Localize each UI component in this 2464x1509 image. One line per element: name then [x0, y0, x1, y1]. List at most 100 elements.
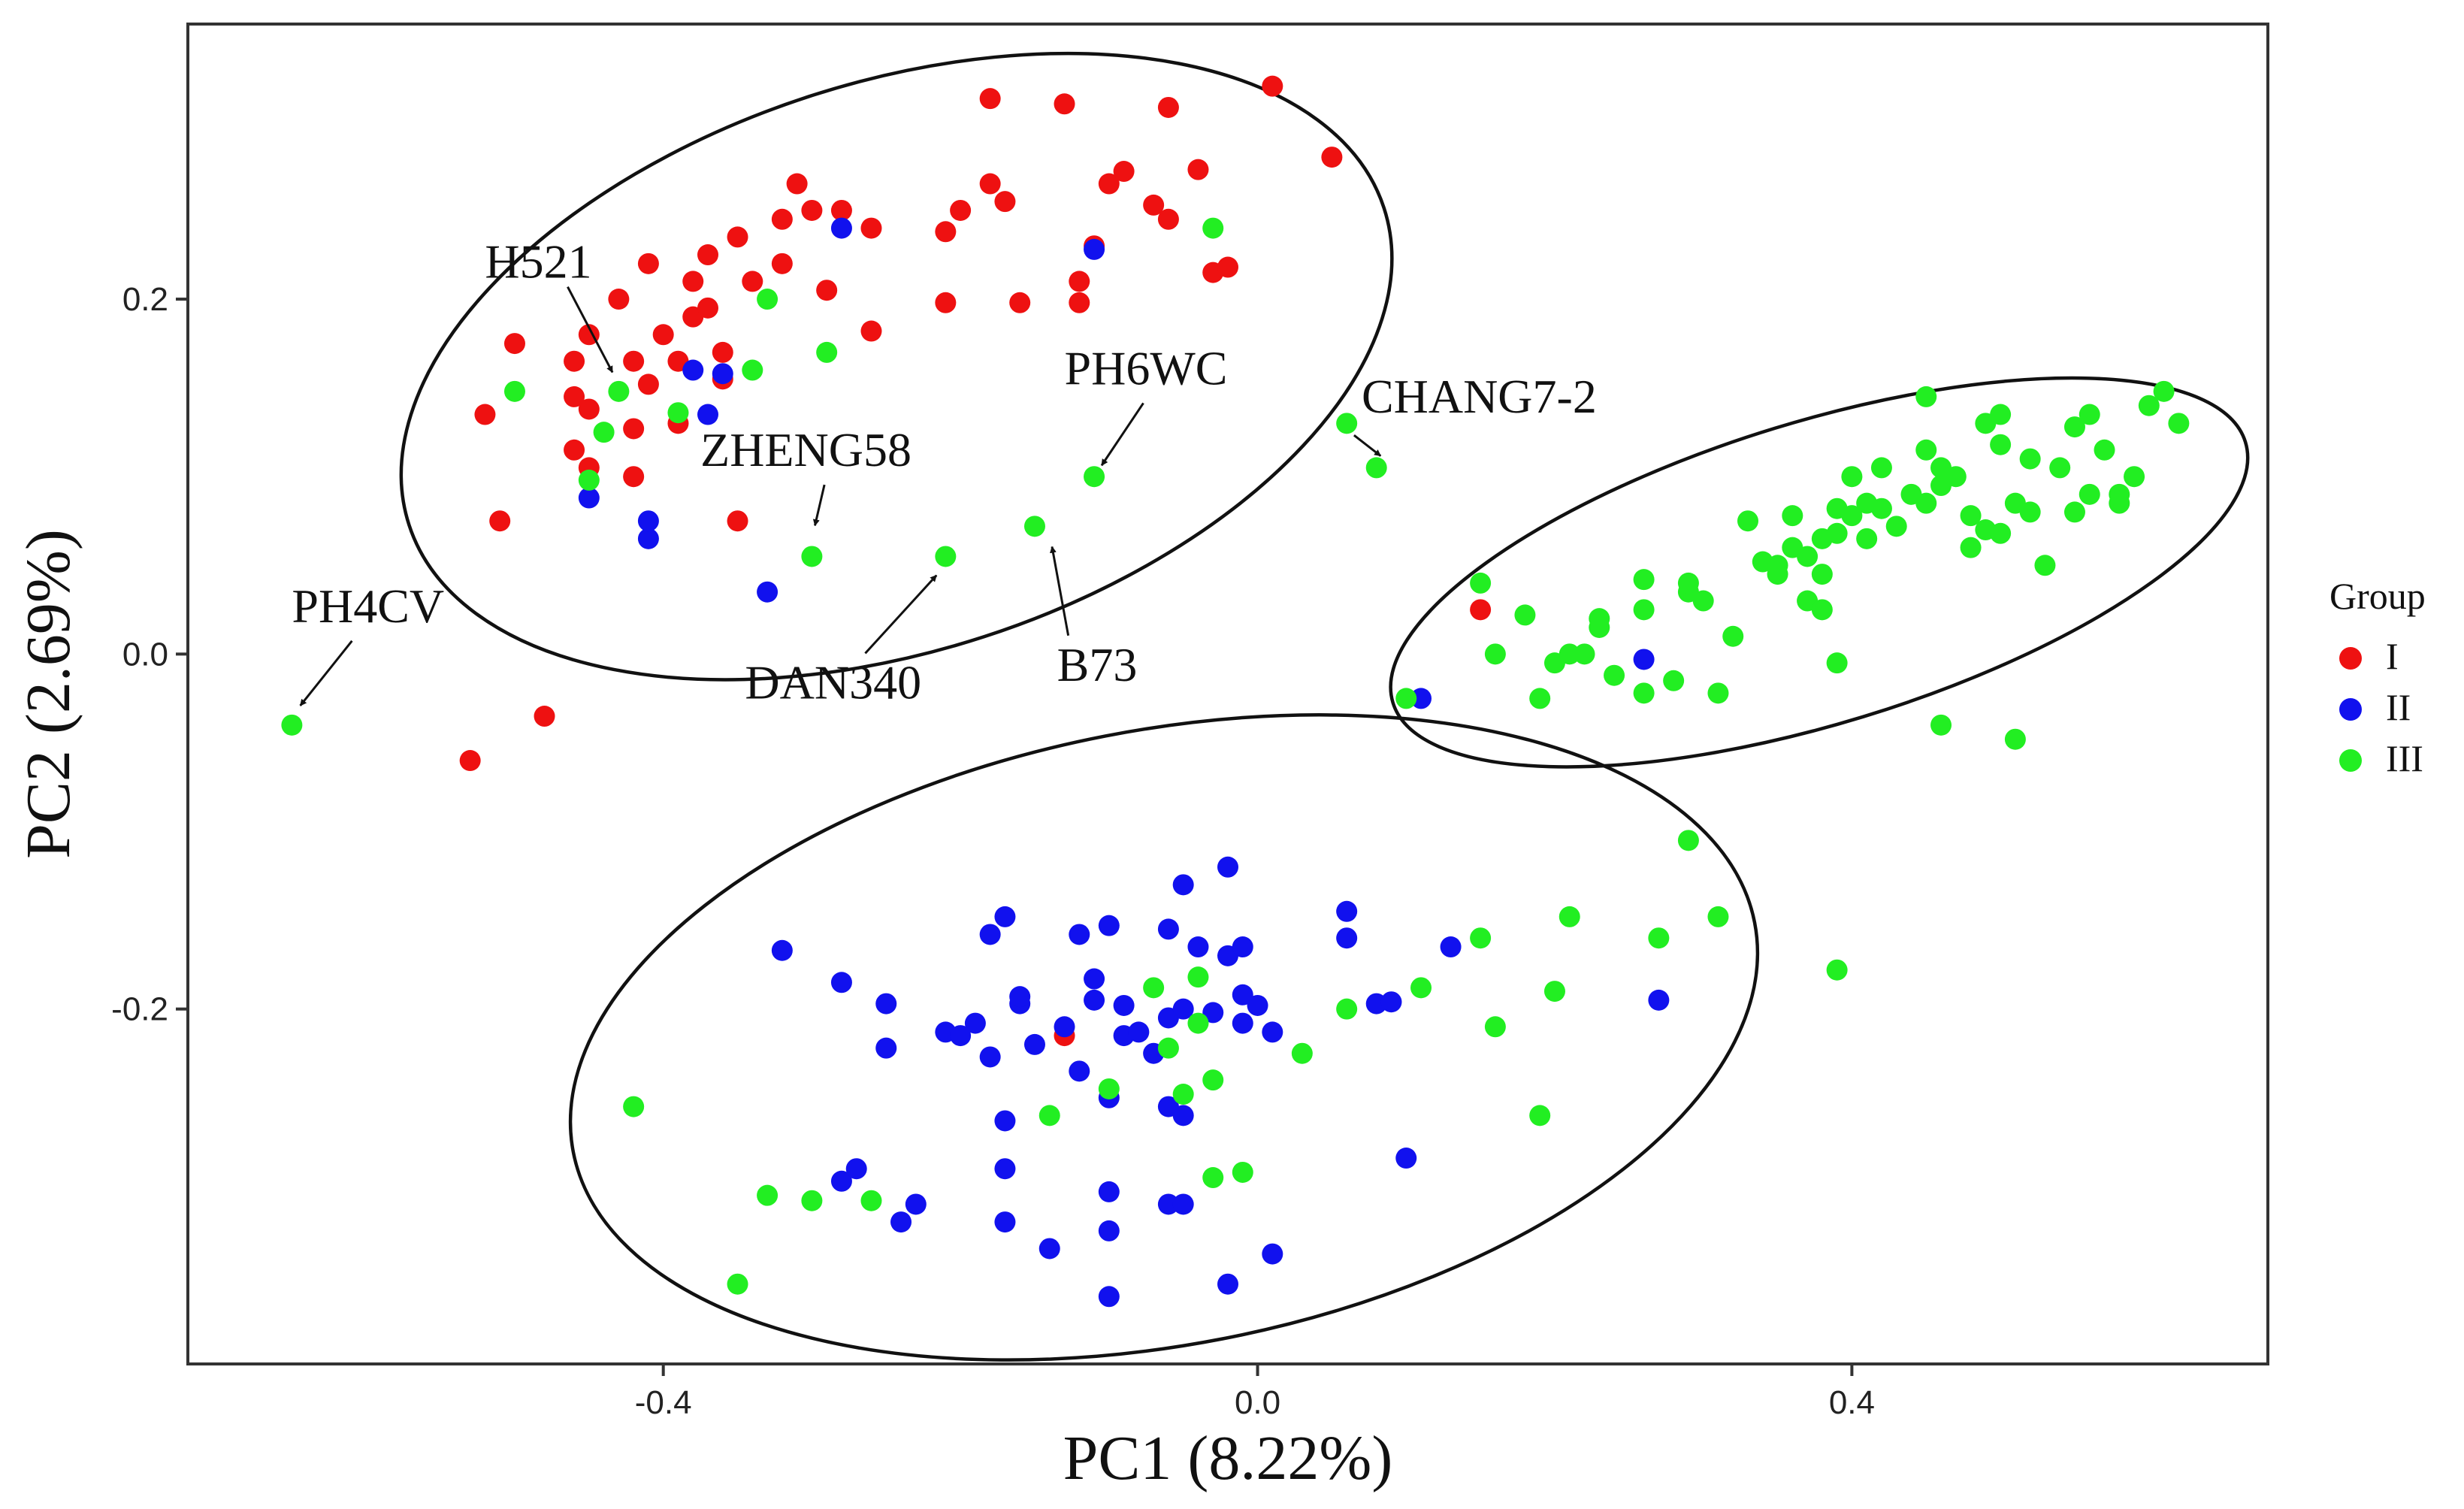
- point-group-II: [1113, 994, 1135, 1016]
- point-group-III: [1574, 643, 1595, 665]
- point-group-III: [2063, 501, 2085, 523]
- point-group-II: [994, 906, 1016, 927]
- point-group-III: [2168, 413, 2190, 434]
- point-group-III: [1856, 528, 1878, 549]
- point-group-II: [1084, 238, 1105, 260]
- point-group-III: [1990, 522, 2012, 544]
- point-group-III: [667, 402, 689, 424]
- point-group-III: [608, 380, 630, 402]
- point-group-III: [1470, 927, 1492, 949]
- annotation-label: CHANG7-2: [1362, 370, 1597, 423]
- point-group-II: [994, 1211, 1016, 1233]
- x-tick-label: 0.0: [1235, 1384, 1280, 1421]
- point-group-II: [1187, 936, 1209, 958]
- point-group-III: [1960, 537, 1982, 558]
- point-group-III: [1945, 466, 1967, 488]
- point-group-II: [1410, 688, 1432, 709]
- point-group-I: [1113, 161, 1135, 183]
- point-group-I: [935, 221, 957, 243]
- point-group-III: [1395, 688, 1417, 709]
- point-group-I: [830, 199, 852, 221]
- annotation-label: PH6WC: [1065, 341, 1228, 395]
- point-group-III: [1663, 670, 1685, 691]
- legend-title: Group: [2329, 575, 2426, 617]
- point-group-I: [503, 333, 525, 355]
- point-group-III: [1484, 1016, 1506, 1038]
- point-group-III: [1841, 466, 1863, 488]
- point-group-II: [1039, 1238, 1060, 1260]
- point-group-I: [682, 271, 704, 292]
- point-group-II: [830, 1170, 852, 1192]
- annotation-arrow: [1353, 434, 1382, 457]
- annotation-label: H521: [485, 235, 591, 289]
- legend-swatch-I: [2339, 647, 2362, 670]
- point-group-I: [979, 88, 1001, 110]
- point-group-II: [771, 939, 793, 961]
- point-group-II: [1262, 1021, 1283, 1043]
- point-group-II: [682, 359, 704, 381]
- point-group-III: [801, 1190, 823, 1211]
- x-tick-label: -0.4: [635, 1384, 692, 1421]
- point-group-II: [845, 1158, 867, 1180]
- point-group-I: [637, 253, 659, 274]
- point-group-III: [1633, 599, 1655, 621]
- point-group-I: [860, 217, 882, 239]
- point-group-I: [1470, 599, 1492, 621]
- legend-swatch-III: [2339, 749, 2362, 772]
- point-group-II: [905, 1193, 927, 1215]
- point-group-III: [1737, 510, 1758, 532]
- y-tick-label: 0.2: [122, 281, 168, 318]
- point-group-III: [1885, 516, 1907, 537]
- point-group-III: [1365, 457, 1387, 479]
- annotation-arrow: [1050, 546, 1070, 637]
- point-group-III: [757, 1184, 779, 1206]
- point-group-III: [1559, 906, 1580, 927]
- point-group-III: [2034, 555, 2056, 576]
- point-group-II: [1098, 1181, 1120, 1202]
- point-group-III: [801, 546, 823, 567]
- point-group-III: [1291, 1042, 1313, 1064]
- axis-ticks: -0.4 0.0 0.4 -0.2 0.0 0.2: [111, 281, 1875, 1421]
- point-group-I: [1069, 271, 1090, 292]
- point-group-I: [950, 199, 972, 221]
- x-tick-label: 0.4: [1829, 1384, 1875, 1421]
- point-group-III: [1915, 439, 1937, 461]
- point-group-I: [459, 750, 481, 772]
- point-group-III: [1722, 625, 1744, 647]
- point-group-II: [1009, 986, 1031, 1008]
- point-group-I: [534, 706, 555, 727]
- point-group-I: [697, 244, 718, 266]
- point-group-I: [564, 386, 585, 407]
- point-group-I: [727, 510, 748, 532]
- point-group-I: [1187, 159, 1209, 180]
- point-group-III: [1797, 546, 1819, 567]
- point-group-II: [1262, 1243, 1283, 1265]
- point-group-II: [994, 1158, 1016, 1180]
- point-group-II: [1395, 1148, 1417, 1169]
- point-group-III: [1202, 1069, 1224, 1091]
- point-group-III: [1529, 1105, 1551, 1126]
- point-group-II: [1380, 991, 1402, 1013]
- point-group-I: [742, 271, 763, 292]
- point-group-I: [1009, 292, 1031, 313]
- point-group-III: [1915, 386, 1937, 407]
- point-group-III: [1633, 569, 1655, 591]
- point-group-II: [1172, 1105, 1194, 1126]
- point-group-I: [564, 439, 585, 461]
- y-axis-title: PC2 (2.69%): [14, 529, 83, 859]
- point-group-III: [1514, 604, 1536, 626]
- point-group-I: [623, 350, 645, 372]
- legend-label-I: I: [2386, 635, 2399, 677]
- point-group-III: [2094, 439, 2115, 461]
- point-group-III: [1039, 1105, 1060, 1126]
- point-group-III: [1677, 830, 1699, 851]
- point-group-II: [1247, 994, 1268, 1016]
- annotation-arrow: [864, 574, 938, 655]
- annotation-arrow: [812, 484, 826, 527]
- point-group-III: [742, 359, 763, 381]
- point-group-III: [1633, 682, 1655, 704]
- point-group-III: [281, 714, 303, 736]
- group-ellipse: [568, 713, 1760, 1362]
- point-group-II: [964, 1012, 986, 1034]
